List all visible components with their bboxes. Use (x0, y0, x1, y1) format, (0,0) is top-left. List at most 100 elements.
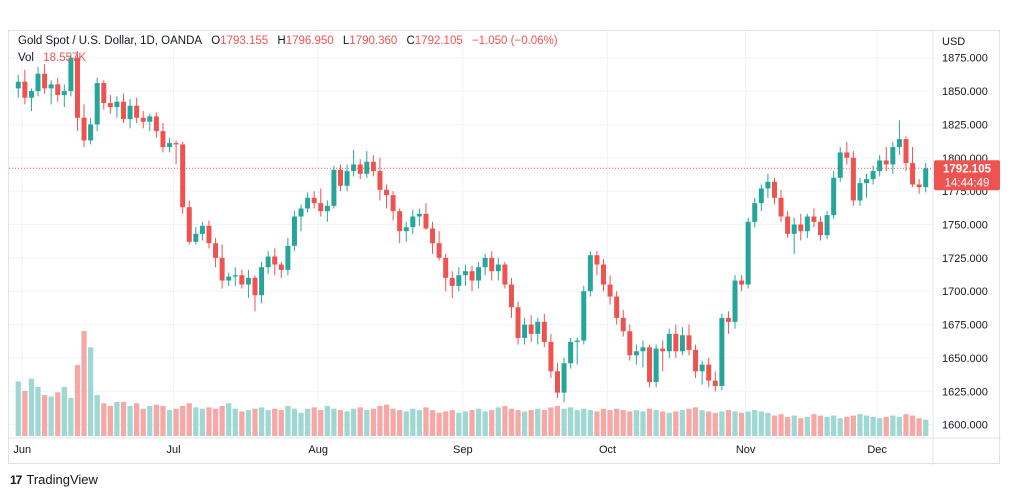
volume-bar (633, 410, 640, 436)
candle-body (910, 163, 916, 185)
candle-body (752, 203, 758, 222)
candle-body (594, 255, 600, 265)
last-price-tag (934, 160, 1000, 191)
volume-bar (449, 410, 455, 436)
candle-body (127, 105, 133, 120)
candle-body (844, 152, 850, 158)
volume-bar (699, 410, 705, 436)
volume-bar (798, 418, 804, 436)
volume-bar (94, 395, 100, 436)
volume-bar (239, 411, 245, 436)
candle-body (180, 144, 186, 208)
candle-body (877, 160, 883, 172)
volume-bar (646, 408, 653, 436)
volume-bar (857, 414, 863, 436)
volume-bar (206, 407, 212, 436)
volume-bar (712, 412, 718, 436)
volume-bar (357, 407, 363, 436)
candle-body (232, 275, 238, 277)
volume-bar (298, 412, 304, 436)
volume-bar (265, 410, 271, 436)
candle-body (818, 221, 824, 236)
volume-bar (186, 403, 192, 436)
volume-bar (732, 411, 738, 436)
volume-bar (318, 410, 324, 436)
candle-body (272, 256, 278, 265)
volume-bar (614, 408, 620, 436)
candle-body (850, 157, 856, 201)
volume-bar (620, 410, 626, 436)
time-tick-label: Sep (453, 444, 473, 456)
time-tick-label: Aug (308, 444, 328, 456)
time-tick-label: Oct (599, 444, 616, 456)
candle-body (456, 275, 462, 286)
volume-bar (285, 406, 291, 436)
candle-body (324, 205, 330, 212)
candle-body (896, 139, 902, 148)
volume-bar (140, 408, 146, 436)
volume-bar (166, 410, 173, 436)
candle-body (94, 83, 100, 125)
volume-bar (127, 406, 133, 436)
candle-body (758, 188, 764, 204)
candle-body (607, 284, 613, 297)
volume-bar (666, 412, 672, 436)
volume-bar (568, 407, 574, 436)
volume-bar (180, 406, 186, 436)
chart-canvas[interactable]: 1875.0001850.0001825.0001800.0001775.000… (9, 31, 1001, 465)
candle-body (831, 177, 837, 216)
candle-body (870, 171, 876, 180)
volume-bar (35, 386, 41, 436)
volume-bar (923, 419, 929, 436)
candle-body (916, 184, 922, 188)
candle-body (489, 257, 495, 272)
candle-body (55, 84, 61, 96)
volume-bar (548, 407, 554, 436)
candle-body (574, 340, 580, 342)
volume-bar (561, 408, 567, 436)
volume-bar (15, 381, 21, 436)
candle-body (791, 224, 797, 234)
candle-body (515, 307, 521, 338)
candle-body (436, 243, 442, 258)
volume-bar (291, 408, 298, 436)
symbol-title[interactable]: Gold Spot / U.S. Dollar, 1D, OANDA (18, 35, 203, 47)
candle-body (725, 317, 731, 322)
volume-bar (515, 410, 521, 436)
volume-bar (377, 406, 383, 436)
candle-body (673, 333, 679, 352)
candle-body (443, 257, 449, 278)
candle-body (377, 171, 383, 190)
candle-body (798, 224, 804, 232)
volume-bar (725, 410, 732, 436)
candle-body (173, 143, 179, 145)
candle-body (134, 105, 140, 118)
candle-body (739, 280, 745, 285)
volume-label[interactable]: Vol (18, 52, 34, 64)
candle-body (528, 324, 534, 334)
candle-body (666, 333, 672, 352)
volume-bar (390, 408, 396, 436)
candle-body (42, 73, 48, 89)
volume-bar (147, 406, 153, 436)
volume-bar (272, 408, 278, 436)
tradingview-logo-icon: 17 (10, 472, 22, 487)
volume-bar (423, 407, 429, 436)
volume-bar (863, 415, 870, 436)
candle-body (640, 347, 646, 352)
candle-body (120, 101, 126, 120)
volume-bar (311, 407, 317, 436)
candle-body (239, 275, 245, 285)
volume-bar (653, 410, 659, 436)
candle-body (285, 245, 291, 270)
chart-frame[interactable]: 1875.000 1850.000 1825.000 1800.000 1775.000… (8, 30, 1001, 465)
candle-body (811, 216, 817, 222)
volume-bar (508, 408, 515, 436)
volume-bar (153, 404, 160, 436)
candle-body (35, 73, 41, 92)
price-tick-label: 1875.000 (942, 53, 988, 65)
candle-body (390, 195, 396, 212)
candle-body (706, 364, 712, 381)
tradingview-brand[interactable]: 17 TradingView (10, 472, 98, 487)
volume-bar (528, 410, 534, 436)
